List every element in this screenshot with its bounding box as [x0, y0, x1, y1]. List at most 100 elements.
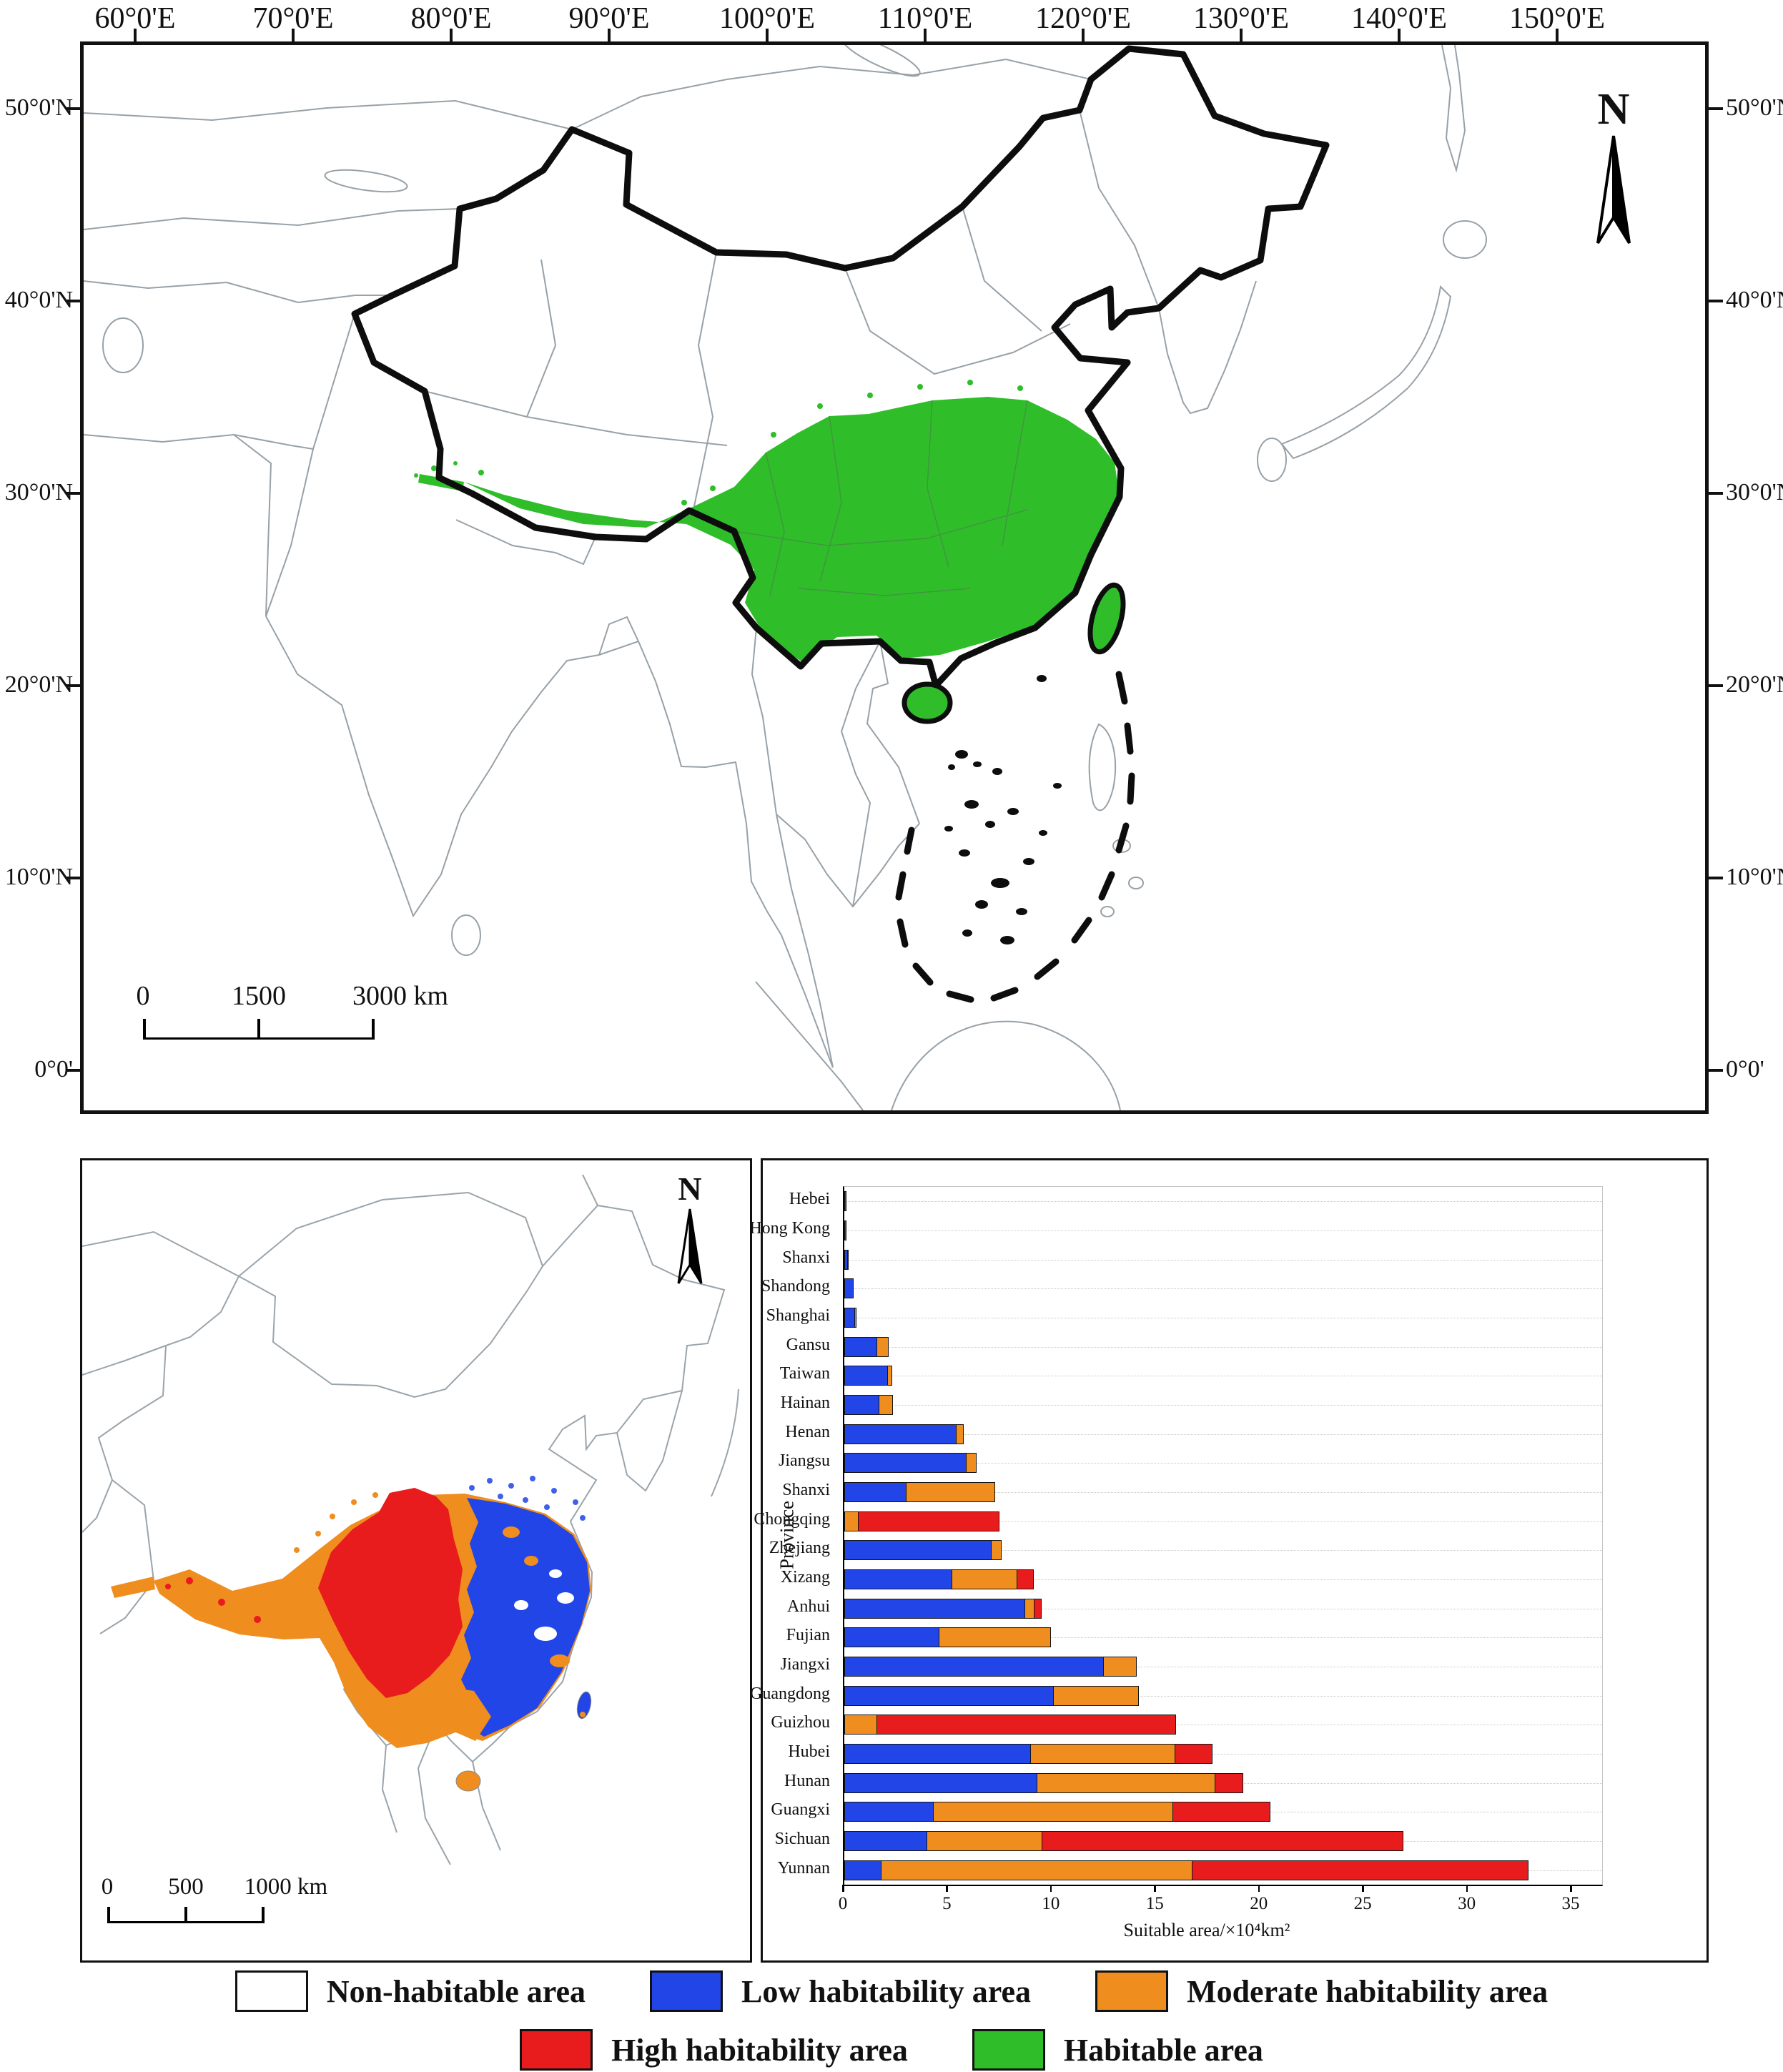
lat-label: 50°0'N — [1726, 94, 1783, 121]
stacked-bar — [844, 1278, 854, 1299]
bar-segment — [951, 1569, 1018, 1589]
stacked-bar — [844, 1627, 1052, 1648]
lon-tick — [1398, 29, 1401, 41]
stacked-bar — [844, 1715, 1176, 1735]
stacked-bar — [844, 1220, 847, 1240]
scale-bar: 0 500 1000 km — [97, 1874, 328, 1928]
lat-label: 50°0'N — [4, 94, 73, 121]
scale-bar: 0 1500 3000 km — [116, 980, 488, 1040]
category-label: Shanxi — [782, 1481, 830, 1499]
taiwan-island — [1087, 582, 1126, 655]
category-label: Sichuan — [774, 1830, 830, 1848]
grid-line — [844, 1492, 1602, 1493]
lon-tick — [1556, 29, 1559, 41]
bar-segment — [844, 1715, 878, 1735]
stacked-bar — [844, 1453, 977, 1474]
grid-line — [844, 1521, 1602, 1522]
stacked-bar — [844, 1366, 892, 1386]
bar-segment — [844, 1220, 847, 1240]
category-label: Chongqing — [754, 1509, 830, 1529]
legend-label: Moderate habitability area — [1187, 1973, 1549, 2009]
x-tick-label: 30 — [1458, 1894, 1476, 1913]
bar-segment — [844, 1802, 934, 1822]
legend-swatch — [650, 1970, 723, 2012]
x-axis-tick — [842, 1885, 844, 1892]
bar-segment — [844, 1191, 846, 1212]
lat-label: 20°0'N — [1726, 671, 1783, 698]
lon-tick — [1240, 29, 1243, 41]
bar-segment — [844, 1366, 889, 1386]
grid-line — [844, 1695, 1602, 1697]
legend-swatch — [972, 2029, 1045, 2071]
lat-tick — [66, 684, 80, 687]
bar-segment — [844, 1569, 953, 1589]
grid-line — [844, 1579, 1602, 1580]
x-axis-tick — [1258, 1885, 1260, 1892]
lon-tick — [766, 29, 769, 41]
bar-segment — [844, 1627, 940, 1648]
lon-tick — [1082, 29, 1085, 41]
bar-segment — [1172, 1802, 1271, 1822]
lon-tick — [924, 29, 927, 41]
lat-label: 10°0'N — [4, 864, 73, 890]
stacked-bar — [844, 1511, 999, 1531]
lat-tick — [1709, 107, 1723, 110]
lon-tick — [134, 29, 137, 41]
sea-islands — [944, 675, 1062, 944]
bar-segment — [1103, 1657, 1137, 1677]
legend-label: High habitability area — [611, 2032, 908, 2068]
category-label: Hong Kong — [749, 1219, 830, 1238]
bar-segment — [844, 1336, 878, 1357]
stacked-bar — [844, 1744, 1212, 1764]
x-tick-label: 35 — [1561, 1894, 1580, 1913]
lat-label: 30°0'N — [4, 479, 73, 505]
legend-row-2: High habitability area Habitable area — [0, 2029, 1783, 2071]
scale-label: 1000 km — [244, 1874, 328, 1900]
x-axis-tick — [1570, 1885, 1572, 1892]
bar-segment — [1053, 1685, 1139, 1706]
bar-segment — [932, 1802, 1174, 1822]
lat-tick — [1709, 1069, 1723, 1072]
inset-map-panel: N 0 500 1000 km — [80, 1158, 752, 1963]
bar-segment — [905, 1482, 995, 1502]
stacked-bar — [844, 1482, 995, 1502]
x-axis-tick — [1466, 1885, 1468, 1892]
category-label: Jiangxi — [780, 1655, 830, 1674]
bar-segment — [926, 1831, 1043, 1851]
x-tick-label: 25 — [1353, 1894, 1372, 1913]
x-axis-title: Suitable area/×10⁴km² — [1123, 1920, 1290, 1940]
category-label: Anhui — [787, 1597, 830, 1616]
north-arrow-icon — [1596, 135, 1631, 245]
category-label: Hunan — [784, 1771, 830, 1790]
grid-line — [844, 1550, 1602, 1551]
grid-line — [844, 1637, 1602, 1639]
bar-segment — [844, 1278, 854, 1299]
bar-segment — [844, 1685, 1055, 1706]
legend-item: Low habitability area — [650, 1970, 1031, 2012]
bar-segment — [1036, 1772, 1216, 1793]
category-label: Guizhou — [771, 1713, 830, 1732]
lat-tick — [66, 492, 80, 495]
stacked-bar — [844, 1685, 1139, 1706]
category-label: Xizang — [780, 1568, 830, 1587]
x-tick-label: 15 — [1145, 1894, 1164, 1913]
north-label: N — [678, 1170, 702, 1207]
stacked-bar — [844, 1831, 1404, 1851]
scale-bar-line — [143, 1019, 375, 1040]
lat-tick — [1709, 492, 1723, 495]
bar-segment — [1191, 1860, 1528, 1880]
bar-segment — [1214, 1772, 1244, 1793]
x-axis-tick — [1362, 1885, 1364, 1892]
bar-segment — [844, 1395, 880, 1415]
lon-tick — [292, 29, 295, 41]
legend-item: Habitable area — [972, 2029, 1263, 2071]
legend-item: High habitability area — [520, 2029, 908, 2071]
legend-row-1: Non-habitable area Low habitability area M… — [0, 1970, 1783, 2012]
lat-tick — [66, 1069, 80, 1072]
bar-segment — [857, 1511, 999, 1531]
bar-segment — [1033, 1598, 1042, 1619]
lat-tick — [66, 300, 80, 302]
category-label: Taiwan — [779, 1364, 830, 1383]
stacked-bar — [844, 1191, 846, 1212]
stacked-bar — [844, 1860, 1528, 1880]
